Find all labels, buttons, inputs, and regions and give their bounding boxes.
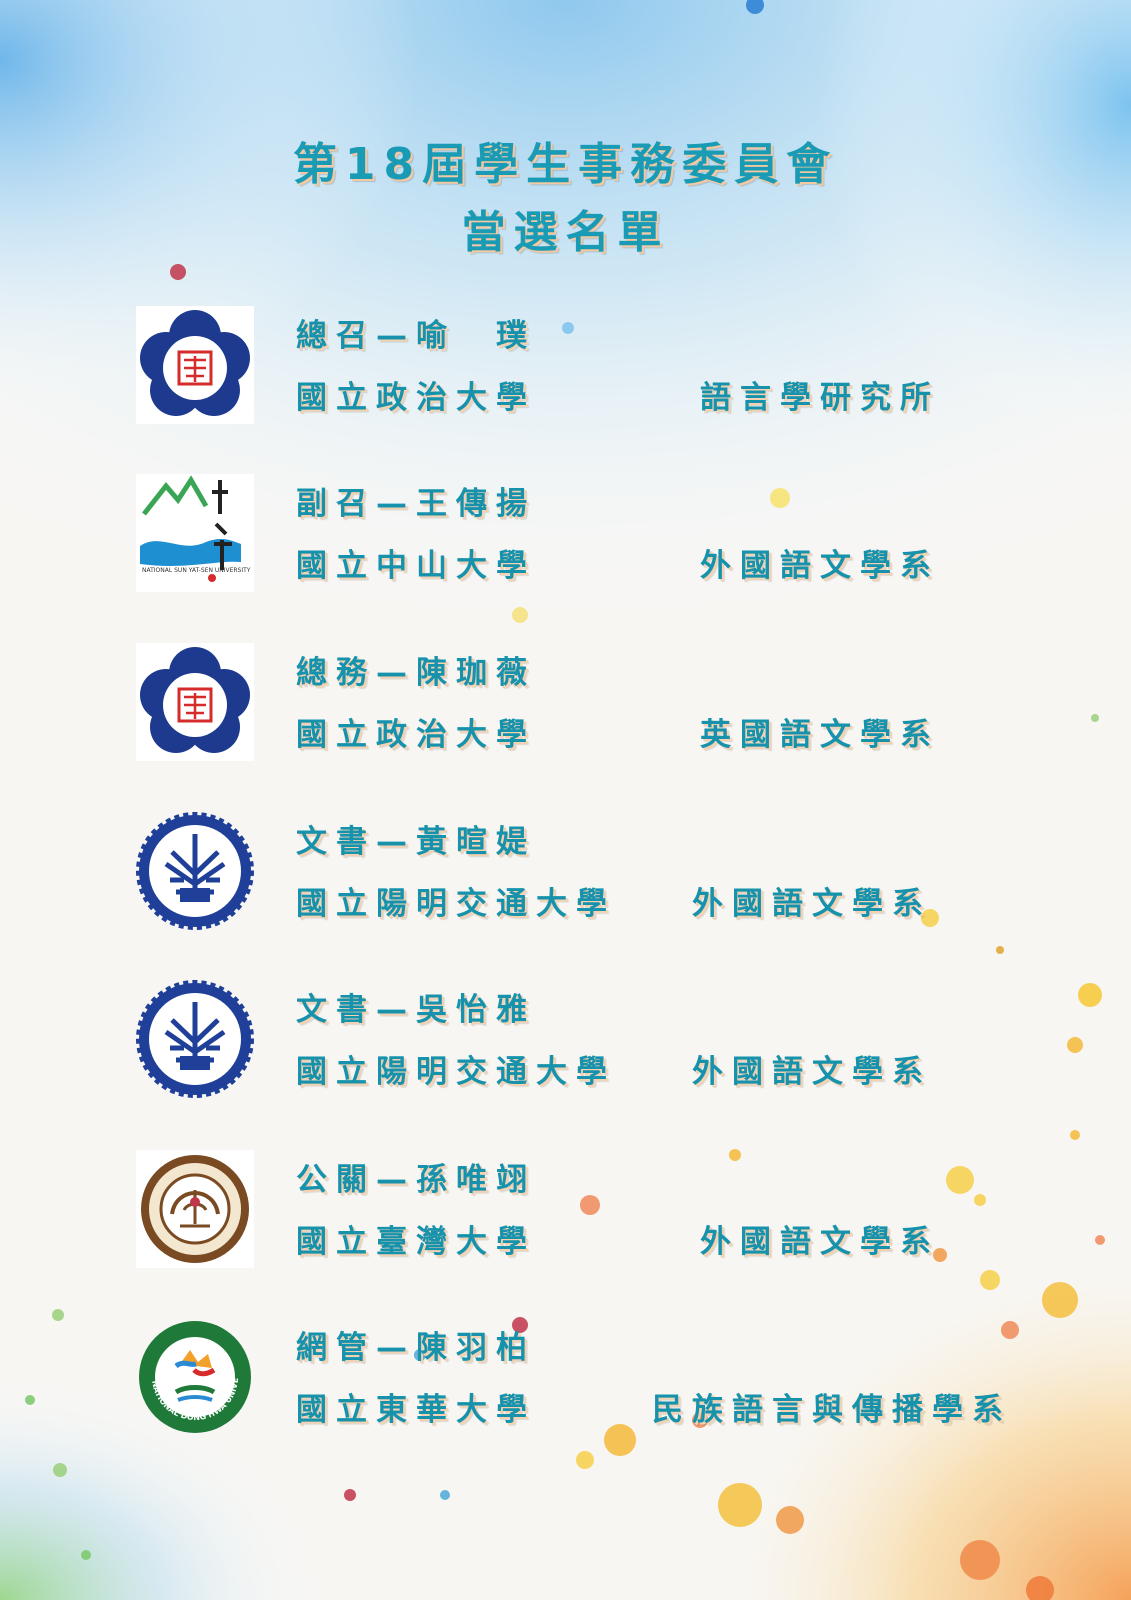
- nycu-logo-icon: [136, 812, 254, 930]
- school-name: 國立中山大學: [296, 548, 536, 584]
- role-name: 總召—喻 璞: [296, 318, 536, 354]
- member-entry: 文書—吳怡雅 國立陽明交通大學 外國語文學系: [0, 980, 1131, 1140]
- school-name: 國立政治大學: [296, 380, 536, 416]
- department-name: 英國語文學系: [700, 717, 940, 753]
- role-name: 網管—陳羽柏: [296, 1330, 536, 1366]
- role-name: 副召—王傳揚: [296, 486, 536, 522]
- role-name: 公關—孫唯翊: [296, 1162, 536, 1198]
- department-name: 語言學研究所: [700, 380, 940, 416]
- member-entry: 文書—黃暄媞 國立陽明交通大學 外國語文學系: [0, 812, 1131, 972]
- member-entry: NATIONAL SUN YAT-SEN UNIVERSITY 副召—王傳揚 國…: [0, 474, 1131, 634]
- school-name: 國立臺灣大學: [296, 1224, 536, 1260]
- member-entry: 總召—喻 璞 國立政治大學 語言學研究所: [0, 306, 1131, 466]
- nycu-logo-icon: [136, 980, 254, 1098]
- department-name: 外國語文學系: [692, 886, 932, 922]
- department-name: 外國語文學系: [692, 1054, 932, 1090]
- page-title: 第18屆學生事務委員會: [292, 139, 839, 190]
- ndhu-logo-icon: NATIONAL DONG HWA UNIVERSITY: [136, 1318, 251, 1433]
- department-name: 外國語文學系: [700, 548, 940, 584]
- school-name: 國立東華大學: [296, 1392, 536, 1428]
- department-name: 民族語言與傳播學系: [652, 1392, 1012, 1428]
- nsysu-logo-text: NATIONAL SUN YAT-SEN UNIVERSITY: [142, 567, 251, 574]
- nsysu-logo-icon: NATIONAL SUN YAT-SEN UNIVERSITY: [136, 474, 254, 592]
- page-subtitle: 當選名單: [461, 207, 670, 258]
- school-name: 國立政治大學: [296, 717, 536, 753]
- role-name: 總務—陳珈薇: [296, 655, 536, 691]
- nccu-logo-icon: [136, 306, 254, 424]
- member-entry: 公關—孫唯翊 國立臺灣大學 外國語文學系: [0, 1150, 1131, 1310]
- nccu-logo-icon: [136, 643, 254, 761]
- member-entry: 總務—陳珈薇 國立政治大學 英國語文學系: [0, 643, 1131, 803]
- member-entry: NATIONAL DONG HWA UNIVERSITY 網管—陳羽柏 國立東華…: [0, 1318, 1131, 1478]
- school-name: 國立陽明交通大學: [296, 1054, 616, 1090]
- role-name: 文書—吳怡雅: [296, 992, 536, 1028]
- school-name: 國立陽明交通大學: [296, 886, 616, 922]
- ntu-logo-icon: [136, 1150, 254, 1268]
- role-name: 文書—黃暄媞: [296, 824, 536, 860]
- department-name: 外國語文學系: [700, 1224, 940, 1260]
